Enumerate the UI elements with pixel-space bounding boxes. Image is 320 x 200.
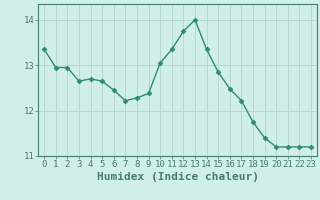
X-axis label: Humidex (Indice chaleur): Humidex (Indice chaleur) [97,172,259,182]
